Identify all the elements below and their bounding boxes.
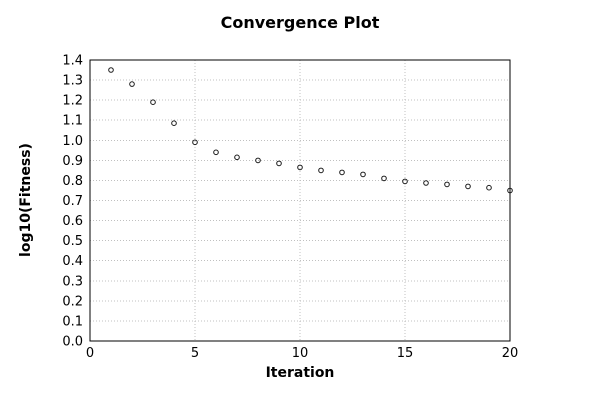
x-axis-label: Iteration <box>265 365 335 381</box>
data-point <box>381 175 387 182</box>
data-point <box>402 178 408 185</box>
y-tick-label: 0.3 <box>62 274 83 289</box>
y-tick-label: 0.0 <box>62 335 83 350</box>
y-tick-label: 0.8 <box>62 174 83 189</box>
y-tick-label: 1.3 <box>62 74 83 89</box>
y-tick-label: 0.6 <box>62 214 83 229</box>
y-tick-label: 0.7 <box>62 194 83 209</box>
y-tick-label: 1.1 <box>62 114 83 129</box>
data-point <box>318 167 324 174</box>
data-point <box>192 139 198 146</box>
data-point <box>360 171 366 178</box>
y-tick-label: 0.2 <box>62 294 83 309</box>
data-point <box>234 154 240 161</box>
data-point <box>465 183 471 190</box>
y-tick-label: 1.2 <box>62 94 83 109</box>
data-point <box>507 187 513 194</box>
data-point <box>255 157 261 164</box>
x-tick-label: 10 <box>292 346 309 361</box>
data-point <box>486 184 492 191</box>
data-point <box>213 149 219 156</box>
data-point <box>150 99 156 105</box>
y-tick-label: 0.4 <box>62 254 83 269</box>
y-tick-label: 1.4 <box>62 54 83 69</box>
x-tick-label: 15 <box>397 346 414 361</box>
data-point <box>423 180 429 186</box>
data-point <box>297 164 303 171</box>
y-tick-label: 0.5 <box>62 234 83 249</box>
y-tick-label: 0.9 <box>62 154 83 169</box>
y-tick-label: 0.1 <box>62 314 83 329</box>
data-point <box>129 81 135 87</box>
y-tick-label: 1.0 <box>62 134 83 149</box>
data-point <box>444 181 450 188</box>
data-point <box>108 67 114 73</box>
x-tick-label: 20 <box>502 346 519 361</box>
chart-title: Convergence Plot <box>220 13 380 32</box>
x-tick-label: 0 <box>86 346 94 361</box>
data-point <box>339 169 345 176</box>
data-point <box>276 160 282 167</box>
data-point <box>171 120 177 126</box>
x-tick-label: 5 <box>191 346 199 361</box>
plot-border <box>89 59 511 342</box>
